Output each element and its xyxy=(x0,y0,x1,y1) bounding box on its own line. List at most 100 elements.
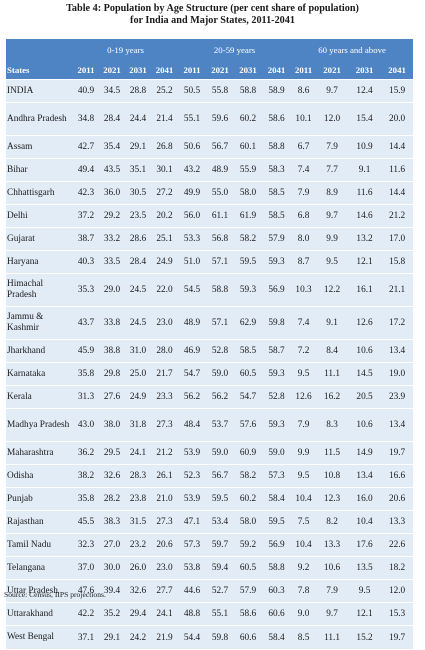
value-cell: 34.5 xyxy=(99,79,125,103)
value-cell: 55.0 xyxy=(206,181,235,205)
state-name-cell: Karnataka xyxy=(6,362,73,386)
value-cell: 9.0 xyxy=(291,602,317,626)
value-cell: 38.7 xyxy=(73,227,99,251)
value-cell: 55.9 xyxy=(234,158,263,182)
value-cell: 9.5 xyxy=(316,250,349,274)
value-cell: 22.0 xyxy=(151,273,179,307)
value-cell: 27.3 xyxy=(151,510,179,534)
value-cell: 53.9 xyxy=(178,487,207,511)
value-cell: 59.6 xyxy=(206,102,235,136)
value-cell: 9.7 xyxy=(316,602,349,626)
value-cell: 59.0 xyxy=(206,441,235,465)
year-header: 2041 xyxy=(381,61,414,80)
value-cell: 45.9 xyxy=(73,339,99,363)
state-name-cell: Kerala xyxy=(6,385,73,409)
value-cell: 44.6 xyxy=(178,579,207,603)
value-cell: 8.4 xyxy=(316,339,349,363)
state-name-cell: Rajasthan xyxy=(6,510,73,534)
value-cell: 58.8 xyxy=(234,79,263,103)
value-cell: 52.8 xyxy=(262,385,292,409)
value-cell: 25.0 xyxy=(125,362,151,386)
value-cell: 48.8 xyxy=(178,602,207,626)
value-cell: 27.3 xyxy=(151,408,179,442)
value-cell: 37.0 xyxy=(73,556,99,580)
value-cell: 58.4 xyxy=(262,487,292,511)
value-cell: 13.4 xyxy=(348,464,382,488)
table-row: Jharkhand 45.9 38.8 31.0 28.0 46.9 52.8 58.5 58.… xyxy=(6,339,414,363)
value-cell: 16.2 xyxy=(316,385,349,409)
value-cell: 24.9 xyxy=(125,385,151,409)
value-cell: 61.9 xyxy=(234,204,263,228)
value-cell: 11.6 xyxy=(348,181,382,205)
value-cell: 32.6 xyxy=(99,464,125,488)
value-cell: 24.4 xyxy=(125,102,151,136)
value-cell: 18.2 xyxy=(381,556,414,580)
value-cell: 7.9 xyxy=(291,181,317,205)
value-cell: 48.9 xyxy=(206,158,235,182)
value-cell: 10.4 xyxy=(291,487,317,511)
year-header: 2031 xyxy=(234,61,263,80)
value-cell: 29.2 xyxy=(99,204,125,228)
value-cell: 59.3 xyxy=(262,362,292,386)
value-cell: 59.5 xyxy=(262,510,292,534)
value-cell: 10.6 xyxy=(348,339,382,363)
state-name-cell: Madhya Pradesh xyxy=(6,408,73,442)
value-cell: 7.9 xyxy=(291,408,317,442)
age-structure-table: 0-19 years 20-59 years 60 years and abov… xyxy=(6,39,414,650)
value-cell: 20.6 xyxy=(151,533,179,557)
value-cell: 50.6 xyxy=(178,135,207,159)
value-cell: 58.4 xyxy=(262,625,292,650)
value-cell: 56.0 xyxy=(178,204,207,228)
value-cell: 29.8 xyxy=(99,362,125,386)
value-cell: 58.2 xyxy=(234,464,263,488)
value-cell: 59.0 xyxy=(206,362,235,386)
value-cell: 60.6 xyxy=(262,602,292,626)
value-cell: 54.7 xyxy=(178,362,207,386)
value-cell: 30.1 xyxy=(151,158,179,182)
value-cell: 12.1 xyxy=(348,250,382,274)
value-cell: 35.2 xyxy=(99,602,125,626)
value-cell: 30.5 xyxy=(125,181,151,205)
value-cell: 13.4 xyxy=(381,339,414,363)
value-cell: 59.2 xyxy=(234,533,263,557)
value-cell: 21.1 xyxy=(381,273,414,307)
value-cell: 9.1 xyxy=(316,306,349,340)
value-cell: 59.8 xyxy=(262,306,292,340)
value-cell: 58.8 xyxy=(206,273,235,307)
value-cell: 21.0 xyxy=(151,487,179,511)
state-name-cell: Odisha xyxy=(6,464,73,488)
table-row: Tamil Nadu 32.3 27.0 23.2 20.6 57.3 59.7 59.2 56… xyxy=(6,533,414,557)
value-cell: 8.3 xyxy=(316,408,349,442)
value-cell: 27.0 xyxy=(99,533,125,557)
value-cell: 53.4 xyxy=(206,510,235,534)
state-name-cell: Delhi xyxy=(6,204,73,228)
state-name-cell: Maharashtra xyxy=(6,441,73,465)
state-name-cell: Andhra Pradesh xyxy=(6,102,73,136)
value-cell: 59.7 xyxy=(206,533,235,557)
table-row: Rajasthan 45.5 38.3 31.5 27.3 47.1 53.4 58.0 59.… xyxy=(6,510,414,534)
year-header: 2021 xyxy=(316,61,349,80)
state-name-cell: Himachal Pradesh xyxy=(6,273,73,307)
table-title: Table 4: Population by Age Structure (pe… xyxy=(0,3,425,27)
value-cell: 25.2 xyxy=(151,79,179,103)
value-cell: 28.0 xyxy=(151,339,179,363)
value-cell: 15.2 xyxy=(348,625,382,650)
value-cell: 14.4 xyxy=(381,135,414,159)
value-cell: 37.2 xyxy=(73,204,99,228)
value-cell: 38.2 xyxy=(73,464,99,488)
value-cell: 24.9 xyxy=(151,250,179,274)
value-cell: 13.3 xyxy=(381,510,414,534)
value-cell: 31.3 xyxy=(73,385,99,409)
value-cell: 42.7 xyxy=(73,135,99,159)
value-cell: 33.5 xyxy=(99,250,125,274)
value-cell: 57.3 xyxy=(178,533,207,557)
value-cell: 8.0 xyxy=(291,227,317,251)
value-cell: 58.6 xyxy=(262,102,292,136)
value-cell: 33.8 xyxy=(99,306,125,340)
table-row: Haryana 40.3 33.5 28.4 24.9 51.0 57.1 59.5 59.3 8… xyxy=(6,250,414,274)
states-header: States xyxy=(6,61,73,80)
value-cell: 49.4 xyxy=(73,158,99,182)
value-cell: 24.2 xyxy=(125,625,151,650)
value-cell: 11.5 xyxy=(316,441,349,465)
value-cell: 57.3 xyxy=(262,464,292,488)
